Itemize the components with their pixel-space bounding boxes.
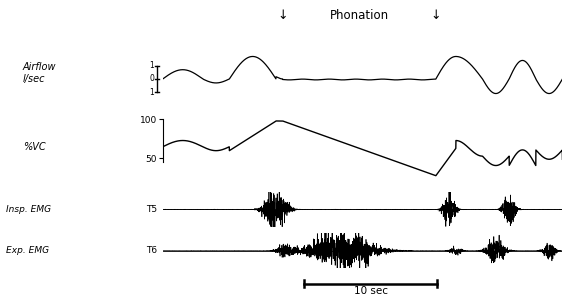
Text: 1: 1 (150, 88, 154, 97)
Text: Insp. EMG: Insp. EMG (6, 205, 51, 214)
Text: 1: 1 (150, 61, 154, 70)
Text: Exp. EMG: Exp. EMG (6, 246, 49, 255)
Text: %VC: %VC (23, 142, 46, 152)
Text: T5: T5 (146, 205, 157, 214)
Text: ↓: ↓ (278, 9, 288, 22)
Text: Phonation: Phonation (329, 9, 389, 22)
Text: Airflow
l/sec: Airflow l/sec (23, 62, 57, 84)
Text: 0: 0 (149, 74, 154, 83)
Text: 10 sec: 10 sec (353, 286, 388, 295)
Text: T6: T6 (146, 246, 157, 255)
Text: ↓: ↓ (431, 9, 441, 22)
